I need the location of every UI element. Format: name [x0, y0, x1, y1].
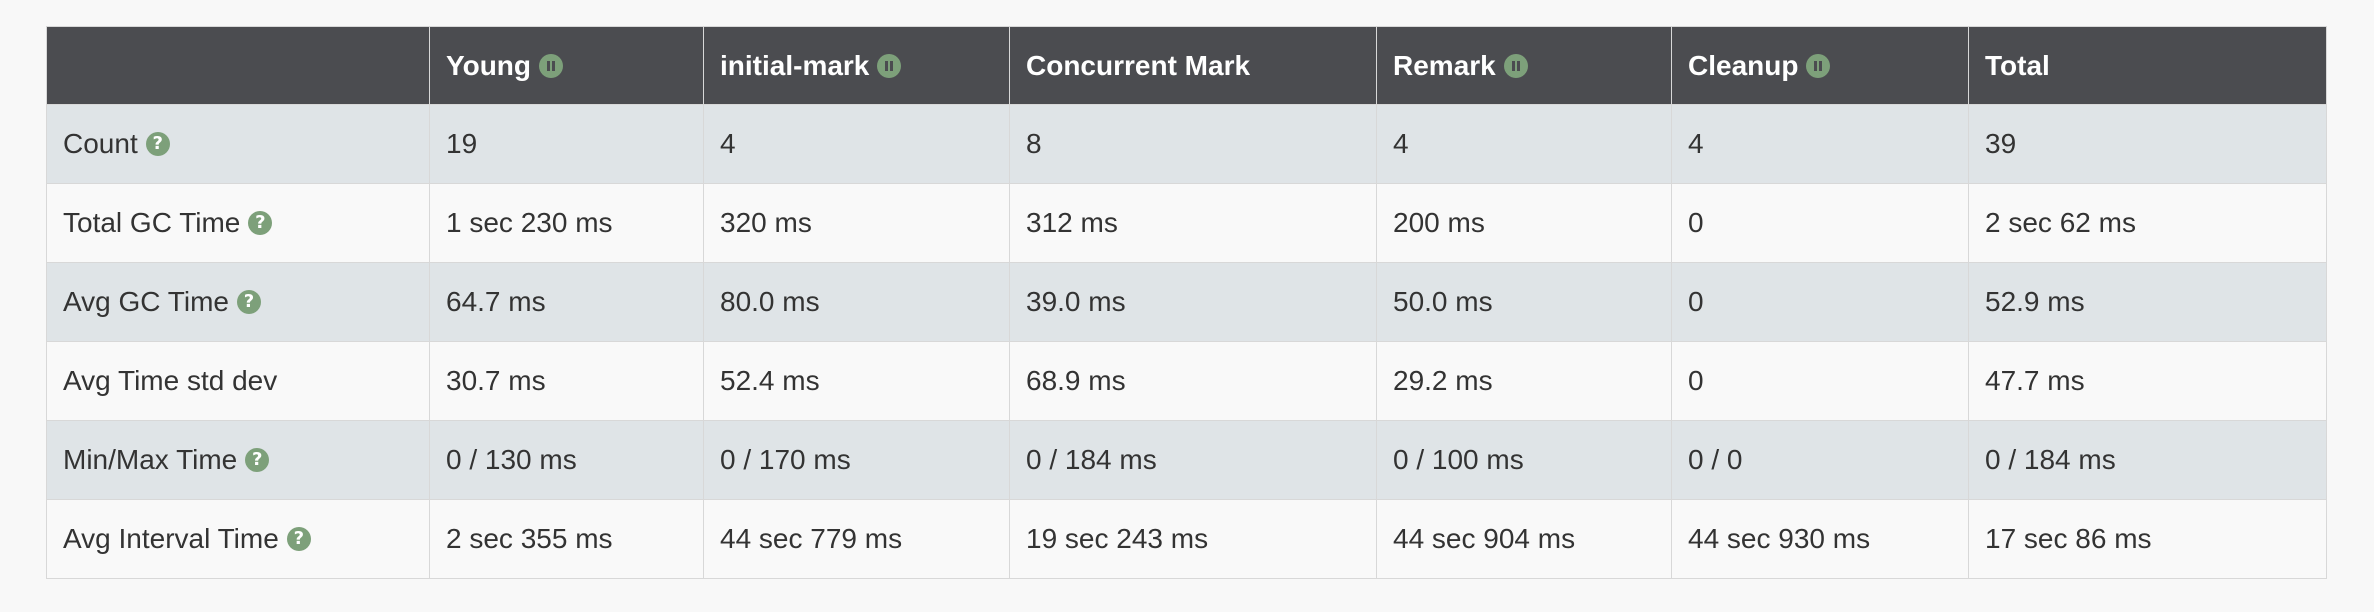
header-cell-empty [46, 26, 430, 105]
table-cell: 64.7 ms [429, 262, 704, 342]
table-cell: 0 / 184 ms [1009, 420, 1377, 500]
help-icon[interactable]: ? [245, 448, 270, 472]
pause-icon [877, 53, 902, 78]
header-label: Concurrent Mark [1026, 49, 1251, 81]
table-cell: 0 [1671, 183, 1969, 263]
header-cell-initial-mark: initial-mark [703, 26, 1010, 105]
row-label-cell: Avg GC Time ? [46, 262, 430, 342]
table-header-row: Young initial-mark Concurrent Mark [46, 26, 2327, 105]
header-cell-cleanup: Cleanup [1671, 26, 1969, 105]
table-cell: 17 sec 86 ms [1968, 499, 2327, 579]
table-row-total-gc-time: Total GC Time ? 1 sec 230 ms 320 ms 312 … [46, 183, 2327, 263]
table-cell: 19 [429, 104, 704, 184]
table-row-avg-gc-time: Avg GC Time ? 64.7 ms 80.0 ms 39.0 ms 50… [46, 262, 2327, 342]
table-cell: 0 / 170 ms [703, 420, 1010, 500]
header-cell-remark: Remark [1376, 26, 1672, 105]
table-cell: 44 sec 779 ms [703, 499, 1010, 579]
table-cell: 52.4 ms [703, 341, 1010, 421]
table-cell: 29.2 ms [1376, 341, 1672, 421]
gc-stats-panel: Young initial-mark Concurrent Mark [46, 26, 2327, 579]
table-cell: 30.7 ms [429, 341, 704, 421]
table-cell: 0 [1671, 341, 1969, 421]
header-label: Young [446, 49, 532, 81]
table-row-avg-time-std-dev: Avg Time std dev 30.7 ms 52.4 ms 68.9 ms… [46, 341, 2327, 421]
table-cell: 0 / 100 ms [1376, 420, 1672, 500]
header-label: Total [1985, 49, 2050, 81]
table-cell: 0 / 130 ms [429, 420, 704, 500]
table-cell: 44 sec 904 ms [1376, 499, 1672, 579]
row-label: Min/Max Time [63, 444, 238, 475]
table-cell: 8 [1009, 104, 1377, 184]
table-row-count: Count ? 19 4 8 4 4 39 [46, 104, 2327, 184]
table-cell: 1 sec 230 ms [429, 183, 704, 263]
table-cell: 4 [1376, 104, 1672, 184]
table-cell: 2 sec 62 ms [1968, 183, 2327, 263]
row-label-cell: Count ? [46, 104, 430, 184]
table-cell: 44 sec 930 ms [1671, 499, 1969, 579]
table-cell: 52.9 ms [1968, 262, 2327, 342]
header-label: Remark [1393, 49, 1496, 81]
row-label-cell: Total GC Time ? [46, 183, 430, 263]
row-label: Avg GC Time [63, 286, 229, 317]
table-cell: 4 [1671, 104, 1969, 184]
table-cell: 68.9 ms [1009, 341, 1377, 421]
row-label: Avg Interval Time [63, 523, 279, 554]
table-cell: 0 [1671, 262, 1969, 342]
pause-icon [1806, 53, 1831, 78]
gc-stats-table: Young initial-mark Concurrent Mark [46, 26, 2327, 579]
header-label: Cleanup [1688, 49, 1799, 81]
header-cell-total: Total [1968, 26, 2327, 105]
help-icon[interactable]: ? [248, 211, 273, 235]
row-label-cell: Avg Interval Time ? [46, 499, 430, 579]
table-row-avg-interval-time: Avg Interval Time ? 2 sec 355 ms 44 sec … [46, 499, 2327, 579]
pause-icon [539, 53, 564, 78]
header-cell-young: Young [429, 26, 704, 105]
table-cell: 47.7 ms [1968, 341, 2327, 421]
help-icon[interactable]: ? [145, 132, 170, 156]
row-label-cell: Avg Time std dev [46, 341, 430, 421]
table-cell: 4 [703, 104, 1010, 184]
pause-icon [1503, 53, 1528, 78]
table-cell: 80.0 ms [703, 262, 1010, 342]
help-icon[interactable]: ? [236, 290, 261, 314]
row-label: Count [63, 128, 138, 159]
help-icon[interactable]: ? [286, 527, 311, 551]
table-cell: 2 sec 355 ms [429, 499, 704, 579]
table-row-min-max-time: Min/Max Time ? 0 / 130 ms 0 / 170 ms 0 /… [46, 420, 2327, 500]
table-cell: 19 sec 243 ms [1009, 499, 1377, 579]
table-cell: 200 ms [1376, 183, 1672, 263]
table-cell: 0 / 184 ms [1968, 420, 2327, 500]
row-label-cell: Min/Max Time ? [46, 420, 430, 500]
header-cell-concurrent-mark: Concurrent Mark [1009, 26, 1377, 105]
table-cell: 50.0 ms [1376, 262, 1672, 342]
header-label: initial-mark [720, 49, 870, 81]
table-cell: 312 ms [1009, 183, 1377, 263]
row-label: Total GC Time [63, 207, 241, 238]
row-label: Avg Time std dev [63, 365, 278, 396]
table-cell: 39.0 ms [1009, 262, 1377, 342]
table-cell: 320 ms [703, 183, 1010, 263]
table-cell: 0 / 0 [1671, 420, 1969, 500]
table-cell: 39 [1968, 104, 2327, 184]
